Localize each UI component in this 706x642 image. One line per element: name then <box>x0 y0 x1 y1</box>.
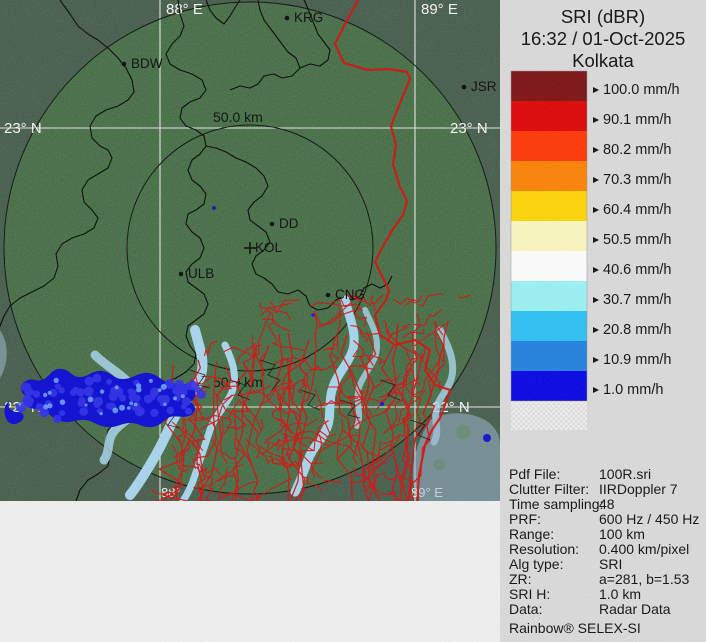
svg-text:Radar Data: Radar Data <box>599 601 671 617</box>
svg-text:JSR: JSR <box>471 79 497 94</box>
svg-text:600 Hz / 450 Hz: 600 Hz / 450 Hz <box>599 511 699 527</box>
svg-text:PRF:: PRF: <box>509 511 541 527</box>
svg-text:IIRDoppler 7: IIRDoppler 7 <box>599 481 678 497</box>
svg-text:SRI H:: SRI H: <box>509 586 550 602</box>
svg-text:ULB: ULB <box>188 266 214 281</box>
svg-text:100R.sri: 100R.sri <box>599 466 651 482</box>
svg-text:70.3 mm/h: 70.3 mm/h <box>603 172 672 188</box>
svg-text:1.0 mm/h: 1.0 mm/h <box>603 382 663 398</box>
svg-text:Alg type:: Alg type: <box>509 556 563 572</box>
svg-text:100.0 mm/h: 100.0 mm/h <box>603 82 680 98</box>
svg-text:0.400 km/pixel: 0.400 km/pixel <box>599 541 689 557</box>
svg-text:SRI (dBR): SRI (dBR) <box>561 6 645 27</box>
svg-text:10.9 mm/h: 10.9 mm/h <box>603 352 672 368</box>
svg-text:40.6 mm/h: 40.6 mm/h <box>603 262 672 278</box>
svg-text:48: 48 <box>599 496 615 512</box>
svg-text:a=281, b=1.53: a=281, b=1.53 <box>599 571 690 587</box>
svg-text:Resolution:: Resolution: <box>509 541 579 557</box>
svg-text:16:32 / 01-Oct-2025: 16:32 / 01-Oct-2025 <box>521 28 686 49</box>
svg-text:89° E: 89° E <box>421 1 458 18</box>
svg-text:Rainbow® SELEX-SI: Rainbow® SELEX-SI <box>509 620 641 636</box>
svg-text:50.0 km: 50.0 km <box>213 109 263 125</box>
svg-text:80.2 mm/h: 80.2 mm/h <box>603 142 672 158</box>
svg-text:23° N: 23° N <box>4 120 42 137</box>
svg-text:20.8 mm/h: 20.8 mm/h <box>603 322 672 338</box>
svg-text:50.5 mm/h: 50.5 mm/h <box>603 232 672 248</box>
svg-text:88° E: 88° E <box>166 1 203 18</box>
svg-text:Kolkata: Kolkata <box>572 50 634 71</box>
svg-text:BDW: BDW <box>131 56 163 71</box>
svg-text:SRI: SRI <box>599 556 622 572</box>
svg-text:Pdf File:: Pdf File: <box>509 466 560 482</box>
svg-text:DD: DD <box>279 216 299 231</box>
svg-text:23° N: 23° N <box>450 120 488 137</box>
svg-text:Data:: Data: <box>509 601 542 617</box>
svg-text:CNG: CNG <box>335 287 365 302</box>
svg-text:100 km: 100 km <box>599 526 645 542</box>
svg-text:KOL: KOL <box>255 240 283 255</box>
svg-text:60.4 mm/h: 60.4 mm/h <box>603 202 672 218</box>
svg-text:Range:: Range: <box>509 526 554 542</box>
svg-text:Clutter Filter:: Clutter Filter: <box>509 481 589 497</box>
svg-text:30.7 mm/h: 30.7 mm/h <box>603 292 672 308</box>
svg-text:KRG: KRG <box>294 10 323 25</box>
svg-text:1.0 km: 1.0 km <box>599 586 641 602</box>
svg-text:Time sampling:: Time sampling: <box>509 496 603 512</box>
svg-text:ZR:: ZR: <box>509 571 532 587</box>
svg-text:90.1 mm/h: 90.1 mm/h <box>603 112 672 128</box>
